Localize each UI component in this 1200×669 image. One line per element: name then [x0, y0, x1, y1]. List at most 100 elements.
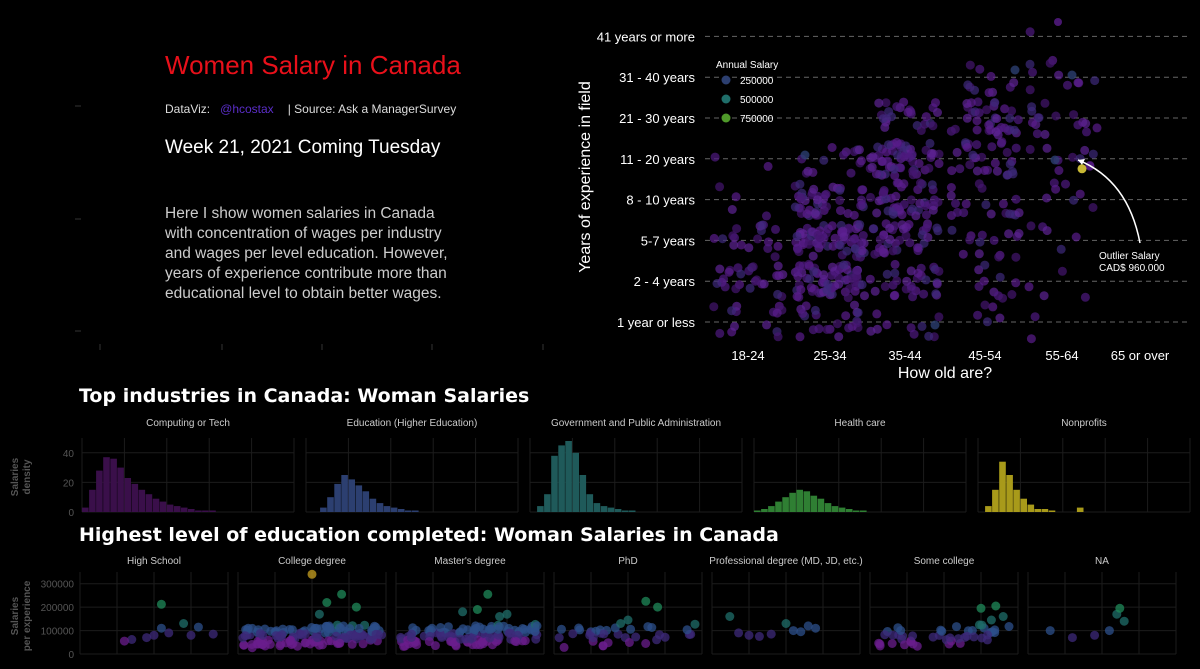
edu-point: [312, 633, 322, 643]
salary-point: [882, 147, 892, 157]
salary-point: [921, 275, 931, 285]
edu-point: [641, 596, 651, 606]
edu-point: [322, 598, 332, 607]
salary-point: [973, 97, 983, 107]
salary-point: [1011, 278, 1021, 288]
salary-point: [1009, 78, 1019, 88]
y-tick-label: 2 - 4 years: [634, 274, 696, 289]
salary-point: [1026, 221, 1036, 231]
hist-bar: [593, 503, 601, 512]
salary-point: [901, 141, 911, 151]
salary-point: [882, 320, 892, 330]
edu-point: [912, 641, 922, 651]
salary-point: [1025, 59, 1035, 69]
salary-point: [1007, 290, 1017, 299]
hist-bar: [209, 510, 216, 512]
arrow-head: [1078, 159, 1085, 165]
y-tick-label: 11 - 20 years: [620, 152, 695, 167]
edu-point: [314, 609, 324, 619]
edu-point: [275, 641, 285, 651]
salary-point: [982, 105, 992, 115]
edu-point: [351, 602, 361, 612]
y-tick-label: 8 - 10 years: [626, 193, 695, 208]
salary-point: [974, 249, 984, 259]
hist-bar: [544, 494, 551, 512]
edu-point: [624, 638, 634, 647]
salary-point: [795, 179, 805, 189]
salary-point: [731, 284, 741, 294]
salary-point: [810, 305, 820, 315]
edu-point: [734, 628, 744, 638]
hist-bar: [188, 509, 195, 512]
credit-line: DataViz: @hcostax | Source: Ask a ManagerS…: [165, 102, 456, 116]
salary-point: [773, 261, 783, 271]
hist-bar: [195, 510, 202, 512]
edu-point: [285, 636, 295, 646]
salary-point: [892, 276, 902, 286]
legend-entry: 250000: [740, 76, 774, 87]
salary-point: [874, 98, 884, 108]
salary-point: [911, 211, 921, 221]
salary-point: [908, 292, 918, 302]
salary-point: [753, 234, 763, 244]
hist-bar: [761, 509, 768, 512]
salary-point: [895, 235, 905, 245]
outlier-annotation: Outlier Salary CAD$ 960.000: [1077, 159, 1165, 274]
salary-point: [852, 318, 862, 328]
edu-point: [337, 589, 347, 599]
salary-point: [1028, 118, 1037, 128]
edu-point: [568, 629, 578, 639]
salary-point: [905, 238, 915, 248]
salary-point: [973, 310, 983, 320]
hist-bar: [397, 509, 405, 512]
salary-point: [835, 185, 845, 195]
salary-point: [752, 275, 762, 285]
hist-bar: [145, 494, 153, 512]
edu-point: [928, 632, 938, 642]
edu-point: [354, 623, 364, 633]
edu-point: [1045, 626, 1055, 636]
salary-point: [962, 113, 972, 123]
salary-point: [1054, 166, 1064, 175]
salary-point: [843, 209, 853, 218]
edu-point: [427, 623, 437, 633]
salary-point: [718, 234, 728, 244]
hist-bar: [579, 475, 587, 512]
salary-point: [989, 235, 999, 245]
salary-point: [819, 270, 829, 280]
education-scatter: Salaries per experience 0 100000 200000 300…: [10, 556, 1177, 661]
salary-point: [946, 183, 956, 192]
salary-point: [984, 88, 994, 98]
salary-point: [914, 159, 924, 168]
hist-bar: [362, 491, 370, 512]
salary-point: [922, 221, 932, 231]
salary-point: [1032, 129, 1042, 139]
salary-point: [715, 182, 725, 192]
salary-point: [819, 155, 829, 165]
salary-point: [850, 277, 859, 287]
salary-point: [835, 196, 845, 205]
annotation-line2: CAD$ 960.000: [1099, 263, 1165, 274]
salary-point: [857, 185, 867, 195]
hist-bar: [369, 498, 377, 512]
hist-bar: [412, 510, 419, 512]
salary-point: [872, 309, 882, 319]
salary-point: [997, 137, 1007, 147]
edu-point: [1104, 626, 1114, 636]
salary-point: [879, 187, 889, 197]
salary-point: [901, 231, 911, 241]
salary-point: [835, 240, 845, 250]
salary-point: [970, 85, 980, 95]
salary-point: [1042, 193, 1052, 203]
author-handle-link[interactable]: @hcostax: [220, 102, 274, 116]
salary-point: [1068, 152, 1078, 162]
salary-point: [729, 240, 739, 250]
salary-point: [907, 150, 917, 160]
salary-point: [1067, 70, 1077, 80]
salary-point: [972, 116, 982, 126]
hist-bar: [768, 506, 775, 512]
salary-point: [998, 293, 1008, 303]
salary-point: [930, 320, 940, 330]
hist-bar: [558, 445, 565, 512]
salary-point: [871, 169, 881, 179]
